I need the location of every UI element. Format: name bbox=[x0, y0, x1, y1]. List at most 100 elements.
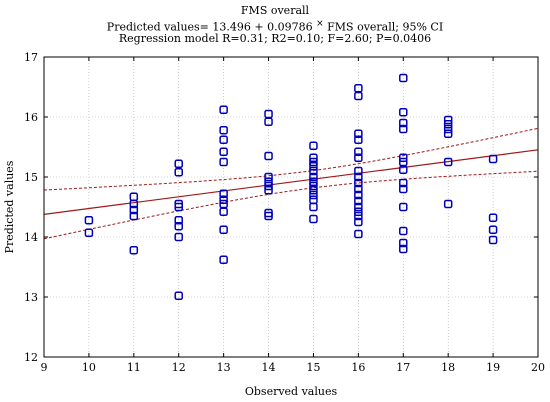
data-point bbox=[354, 172, 363, 182]
regression-line-layer bbox=[43, 149, 539, 215]
plot-frame bbox=[43, 56, 539, 358]
x-tick-label: 12 bbox=[172, 361, 186, 374]
data-point bbox=[399, 153, 408, 163]
data-point bbox=[354, 153, 363, 163]
data-point bbox=[219, 135, 228, 145]
grid-layer bbox=[44, 57, 538, 357]
regression-line bbox=[43, 149, 539, 215]
data-point bbox=[309, 172, 318, 182]
data-point bbox=[219, 105, 228, 115]
equation-part-1: Predicted values= 13.496 + 0.09786 bbox=[106, 20, 317, 34]
data-point bbox=[174, 232, 183, 242]
data-point bbox=[264, 117, 273, 127]
data-point bbox=[174, 291, 183, 301]
data-point bbox=[354, 184, 363, 194]
data-point bbox=[129, 205, 139, 215]
data-point bbox=[219, 207, 228, 217]
x-tick-label: 10 bbox=[82, 361, 96, 374]
data-point bbox=[309, 202, 318, 212]
data-points-layer bbox=[84, 73, 498, 301]
data-point bbox=[219, 255, 228, 265]
data-point bbox=[219, 195, 228, 205]
data-point bbox=[264, 181, 273, 191]
data-point bbox=[488, 154, 498, 164]
data-point bbox=[174, 202, 183, 212]
data-point bbox=[354, 202, 363, 212]
axis-layer bbox=[43, 56, 539, 358]
data-point bbox=[219, 189, 228, 199]
data-point bbox=[399, 73, 408, 83]
data-point bbox=[399, 226, 408, 236]
data-point bbox=[354, 166, 363, 176]
chart-title: FMS overall bbox=[240, 4, 310, 17]
ci-lower-line bbox=[43, 170, 539, 240]
data-point bbox=[443, 199, 453, 209]
data-point bbox=[399, 184, 408, 194]
data-point bbox=[399, 118, 408, 128]
data-point bbox=[488, 213, 498, 223]
data-point bbox=[264, 109, 273, 119]
data-point bbox=[354, 83, 363, 93]
data-point bbox=[354, 135, 363, 145]
data-point bbox=[84, 215, 94, 225]
data-point bbox=[219, 147, 228, 157]
x-tick-label: 18 bbox=[441, 361, 455, 374]
data-point bbox=[399, 157, 408, 167]
multiply-sign: × bbox=[316, 19, 324, 29]
data-point bbox=[264, 185, 273, 195]
data-point bbox=[354, 211, 363, 221]
data-point bbox=[488, 235, 498, 245]
chart-subtitle-equation: Predicted values= 13.496 + 0.09786 × FMS… bbox=[0, 18, 550, 34]
data-point bbox=[309, 185, 318, 195]
data-point bbox=[264, 177, 273, 187]
data-point bbox=[354, 178, 363, 188]
data-point bbox=[264, 211, 273, 221]
data-point bbox=[399, 124, 408, 134]
data-point bbox=[309, 181, 318, 191]
x-tick-label: 14 bbox=[262, 361, 276, 374]
x-axis-label: Observed values bbox=[245, 385, 338, 398]
data-point bbox=[354, 196, 363, 206]
x-tick-label: 11 bbox=[127, 361, 141, 374]
data-point bbox=[264, 151, 273, 161]
data-point bbox=[309, 177, 318, 187]
x-tick-label: 9 bbox=[41, 361, 48, 374]
data-point bbox=[399, 244, 408, 254]
y-tick-label: 17 bbox=[24, 51, 38, 64]
data-point bbox=[309, 190, 318, 200]
data-point bbox=[309, 141, 318, 151]
data-point bbox=[354, 129, 363, 139]
data-point bbox=[354, 217, 363, 227]
data-point bbox=[354, 229, 363, 239]
data-point bbox=[219, 225, 228, 235]
y-tick-label: 15 bbox=[24, 171, 38, 184]
data-point bbox=[354, 190, 363, 200]
data-point bbox=[309, 153, 318, 163]
data-point bbox=[309, 161, 318, 171]
data-point bbox=[443, 115, 453, 125]
data-point bbox=[354, 147, 363, 157]
axis-labels-layer: 9 10 11 12 13 14 15 16 17 18 19 20 12 13 14 15 16 17 Obser… bbox=[3, 51, 545, 398]
chart-subtitle-stats: Regression model R=0.31; R2=0.10; F=2.60… bbox=[118, 32, 432, 45]
data-point bbox=[399, 238, 408, 248]
data-point bbox=[309, 214, 318, 224]
data-point bbox=[129, 199, 139, 209]
y-tick-label: 16 bbox=[24, 111, 38, 124]
data-point bbox=[354, 207, 363, 217]
data-point bbox=[219, 199, 228, 209]
y-tick-label: 13 bbox=[24, 291, 38, 304]
ci-upper-line bbox=[43, 127, 539, 191]
data-point bbox=[399, 165, 408, 175]
y-axis-label: Predicted values bbox=[3, 160, 16, 253]
data-point bbox=[174, 159, 183, 169]
data-point bbox=[399, 107, 408, 117]
x-tick-label: 17 bbox=[396, 361, 410, 374]
data-point bbox=[354, 91, 363, 101]
x-tick-label: 19 bbox=[486, 361, 500, 374]
data-point bbox=[309, 166, 318, 176]
data-point bbox=[174, 167, 183, 177]
data-point bbox=[129, 211, 139, 221]
y-tick-label: 12 bbox=[24, 351, 38, 364]
